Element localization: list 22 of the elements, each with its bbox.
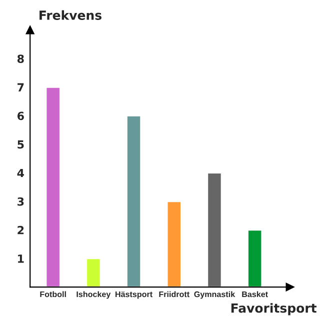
y-tick-label: 4 [17,168,24,178]
y-axis-title: Frekvens [40,10,102,20]
x-tick-label: Hästsport [116,291,152,299]
bar [86,258,102,288]
bar [166,200,182,288]
y-tick-label: 8 [17,54,24,64]
y-tick-label: 7 [18,83,24,92]
y-tick-label: 3 [18,197,24,206]
x-tick-label: Gymnastik [194,291,236,299]
x-tick-label: Friidrott [159,291,190,298]
y-tick-label: 6 [17,112,24,120]
bar [45,86,61,288]
y-tick-label: 2 [18,226,24,234]
bar [247,229,263,288]
x-tick-label: Fotboll [40,291,66,298]
x-axis-title: Favoritsport [231,303,317,316]
x-tick-label: Ishockey [76,291,111,299]
y-tick-label: 5 [18,140,24,149]
bar [126,115,142,288]
y-tick-label: 1 [18,254,24,263]
bar [206,172,222,288]
x-tick-label: Basket [242,291,268,298]
